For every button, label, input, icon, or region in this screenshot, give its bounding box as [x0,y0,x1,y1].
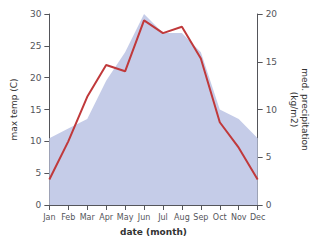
svg-text:20: 20 [266,9,278,19]
svg-text:max temp (C): max temp (C) [9,78,19,140]
svg-text:Aug: Aug [174,213,190,222]
svg-text:May: May [117,213,134,222]
svg-text:25: 25 [30,41,41,51]
svg-text:Mar: Mar [80,213,96,222]
svg-text:Jul: Jul [157,213,168,222]
svg-text:0: 0 [36,200,42,210]
svg-text:Dec: Dec [250,213,265,222]
svg-text:5: 5 [266,152,272,162]
svg-text:20: 20 [30,73,42,83]
svg-text:Nov: Nov [231,213,247,222]
svg-text:10: 10 [266,105,278,115]
svg-text:(kg/m2): (kg/m2) [289,92,299,127]
svg-text:15: 15 [266,57,277,67]
svg-text:30: 30 [30,9,42,19]
svg-text:Jun: Jun [137,213,151,222]
svg-text:Feb: Feb [61,213,75,222]
svg-text:Oct: Oct [213,213,227,222]
svg-text:date (month): date (month) [120,227,187,237]
svg-text:0: 0 [266,200,272,210]
svg-text:15: 15 [30,105,41,115]
svg-text:Jan: Jan [42,213,55,222]
svg-text:Sep: Sep [193,213,208,222]
svg-text:10: 10 [30,136,42,146]
svg-text:5: 5 [36,168,42,178]
svg-text:med. precipitation: med. precipitation [300,68,310,150]
svg-text:Apr: Apr [99,213,114,222]
